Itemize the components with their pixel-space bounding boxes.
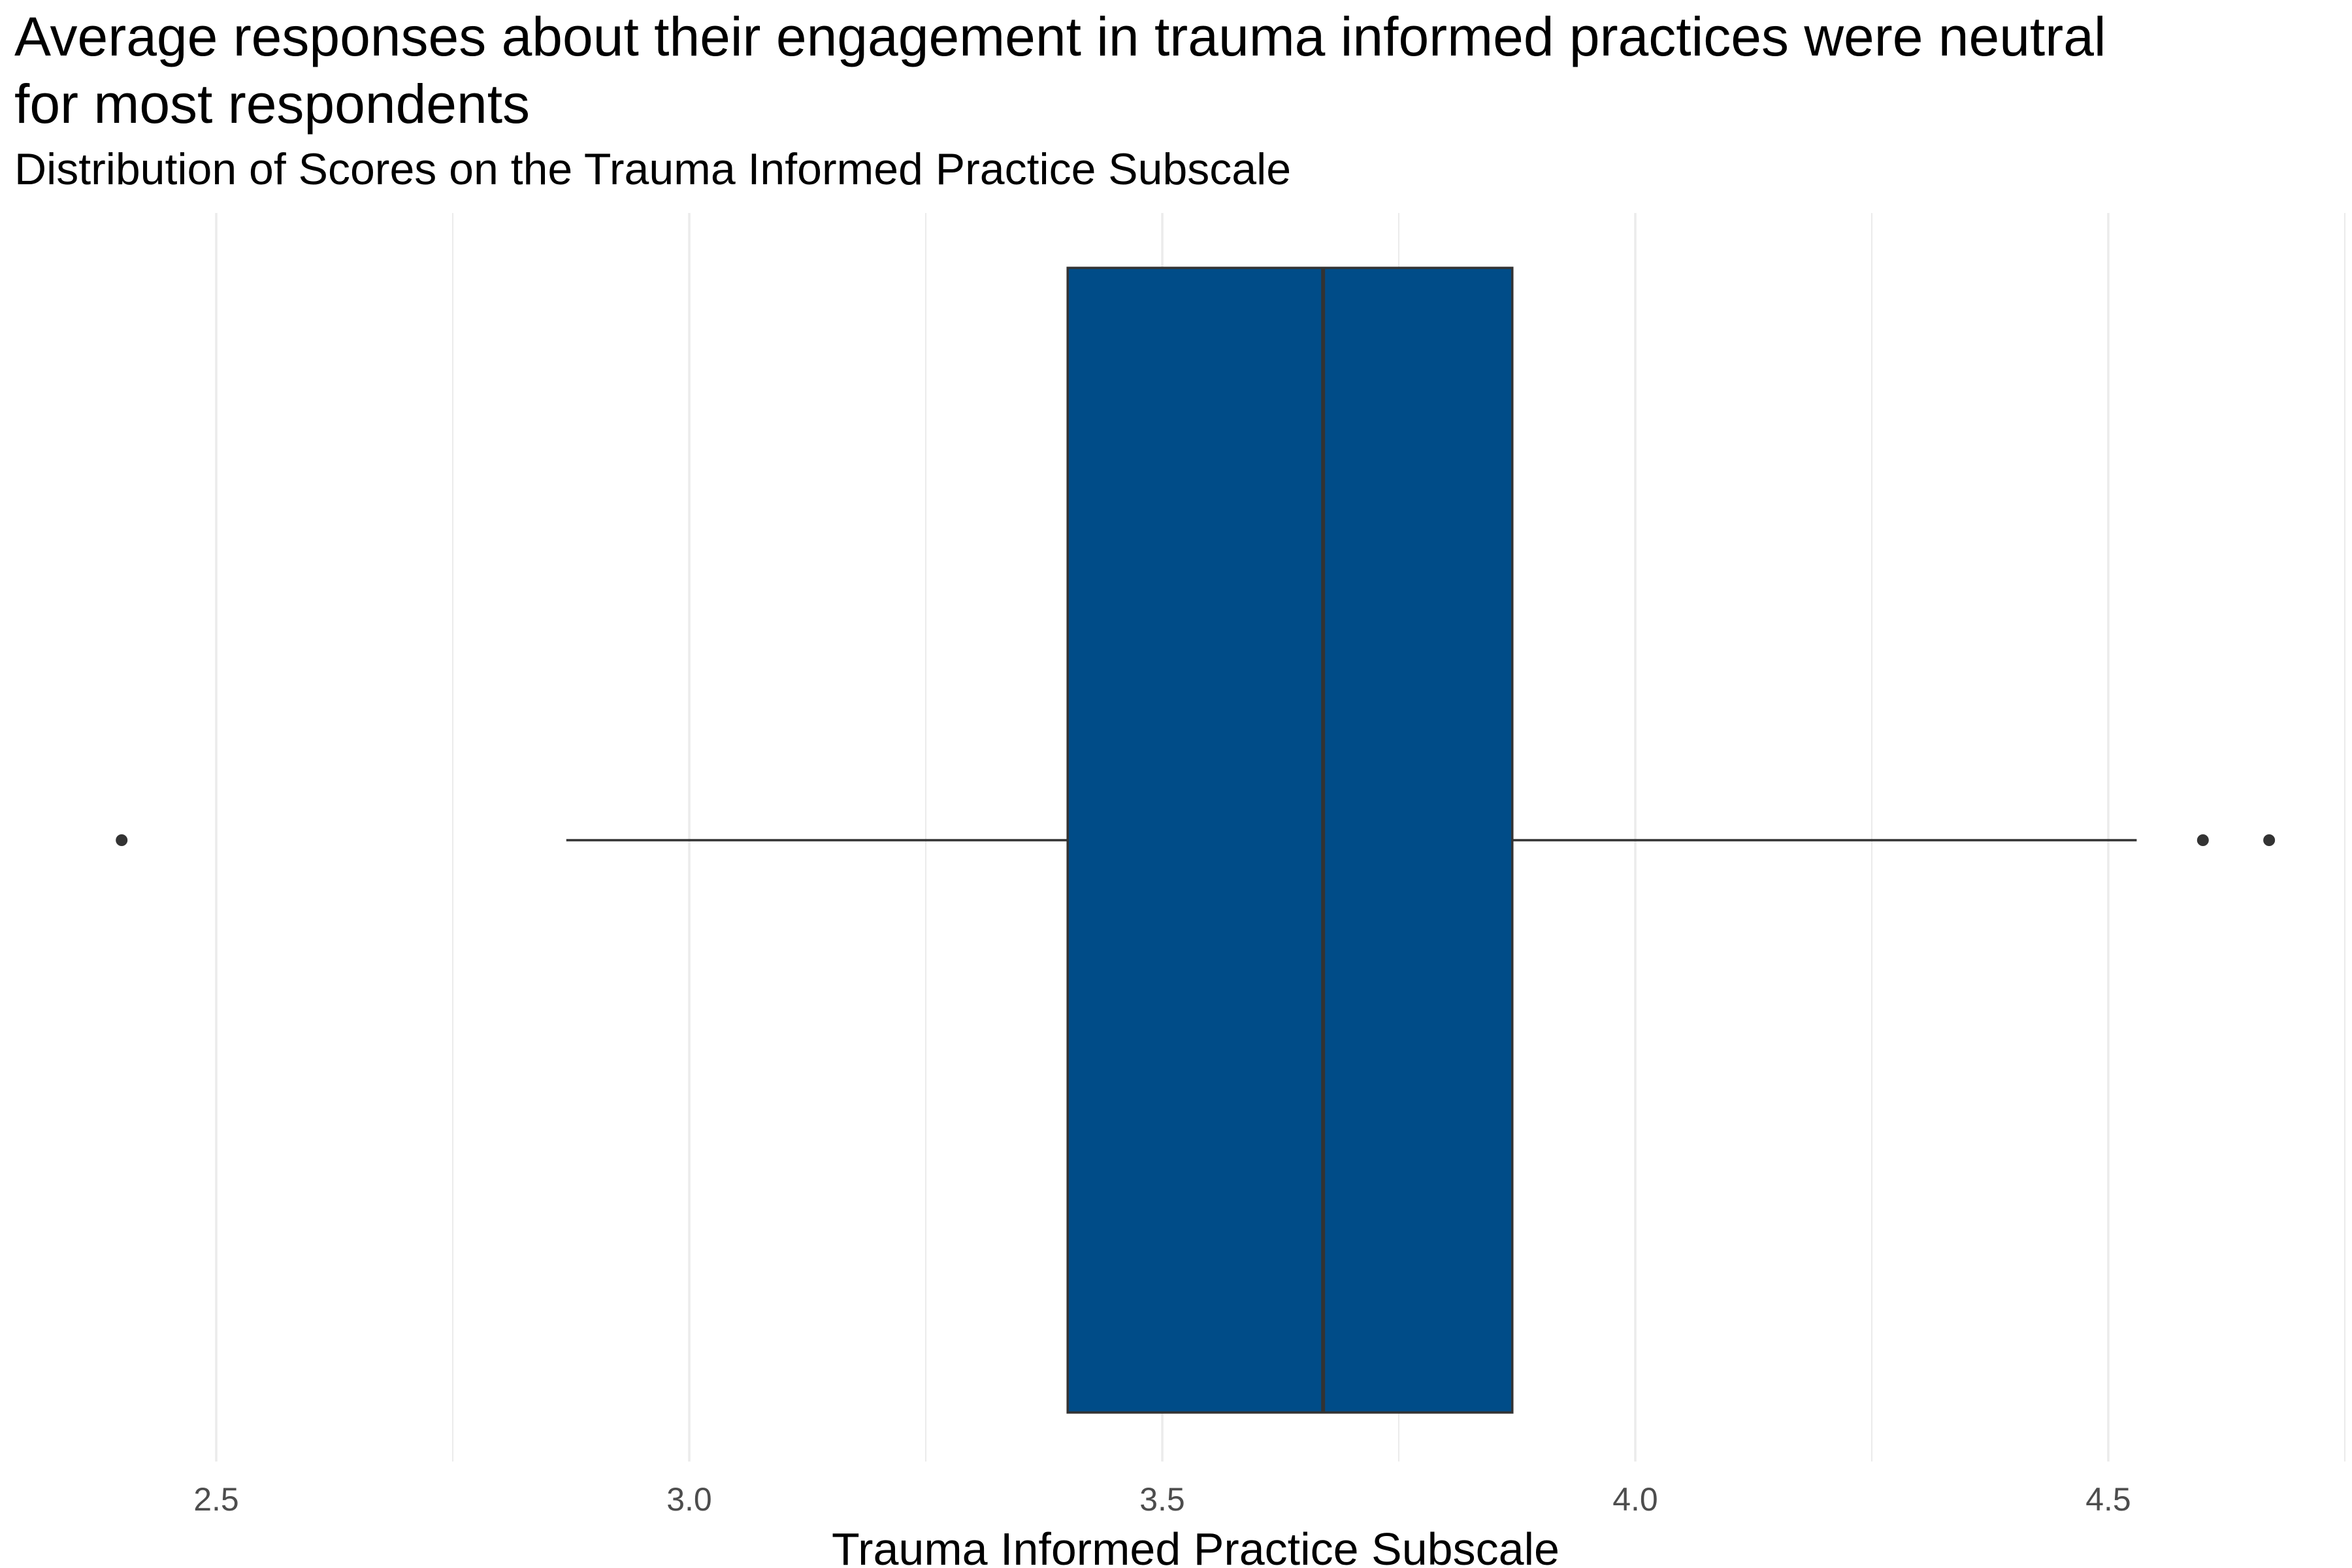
chart-title-line-2: for most respondents: [14, 73, 530, 135]
x-tick-label: 4.5: [2085, 1481, 2131, 1518]
x-axis-title: Trauma Informed Practice Subscale: [832, 1524, 1560, 1568]
outlier-point: [2197, 834, 2209, 846]
x-axis-ticks: 2.5 3.0 3.5 4.0 4.5: [193, 1481, 2131, 1518]
chart-title-line-1: Average responses about their engagement…: [14, 6, 2106, 67]
x-tick-label: 4.0: [1612, 1481, 1658, 1518]
x-tick-label: 3.5: [1139, 1481, 1185, 1518]
x-tick-label: 2.5: [193, 1481, 239, 1518]
outlier-point: [2263, 834, 2276, 846]
outlier-point: [116, 834, 128, 846]
x-tick-label: 3.0: [666, 1481, 712, 1518]
chart-subtitle: Distribution of Scores on the Trauma Inf…: [14, 144, 1291, 194]
box-marks: [116, 267, 2276, 1414]
iqr-box: [1066, 267, 1514, 1414]
